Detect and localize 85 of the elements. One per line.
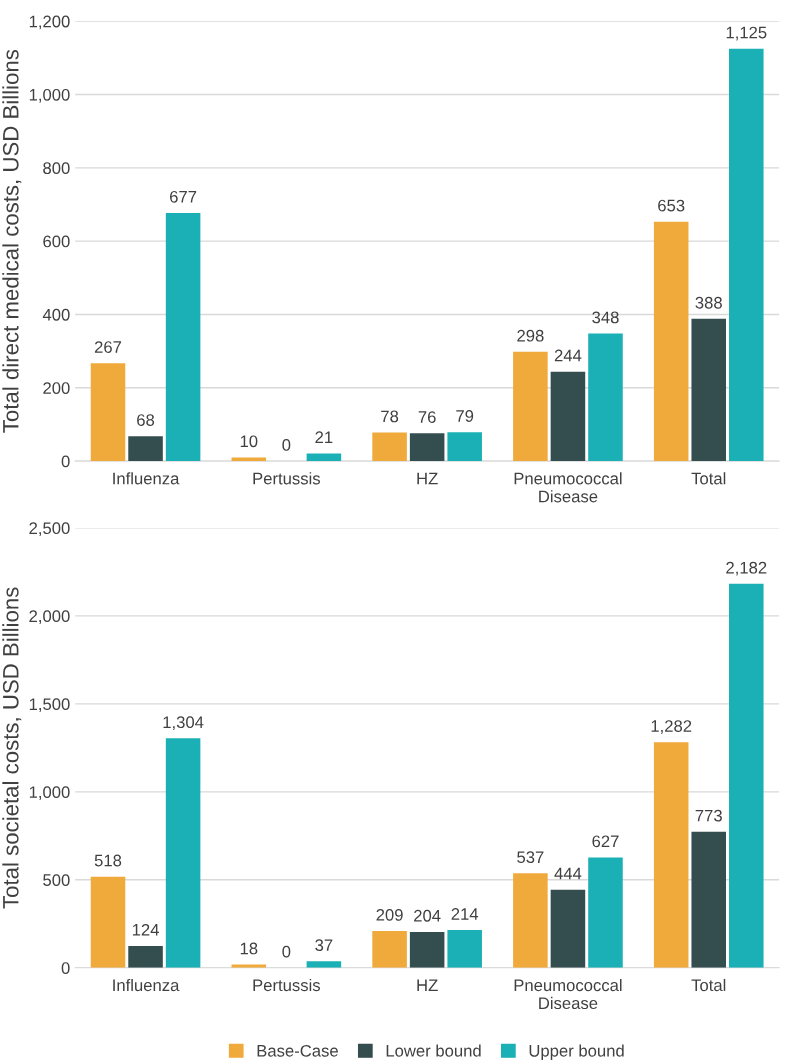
y-axis-title: Total direct medical costs, USD Billions [2, 49, 22, 433]
x-tick-label: Total [691, 978, 726, 992]
bar [409, 433, 445, 462]
data-label: 68 [137, 414, 155, 426]
bar [447, 432, 482, 462]
y-tick-label: 1,000 [29, 786, 70, 800]
data-label: 10 [240, 435, 258, 448]
data-label: 2,182 [726, 561, 767, 576]
data-label: 537 [517, 851, 544, 864]
y-tick-label: 200 [43, 382, 70, 394]
data-label: 627 [592, 835, 619, 848]
bar [90, 363, 126, 462]
bar [306, 453, 342, 462]
y-tick-label: 2,000 [29, 610, 70, 625]
bar [165, 738, 201, 968]
x-tick-label: Pertussis [253, 472, 321, 485]
bar [372, 432, 407, 462]
x-tick-label: Influenza [113, 472, 180, 485]
bar [729, 48, 764, 462]
data-label: 214 [451, 908, 479, 920]
x-tick-label: Pneumococcal Disease [514, 472, 622, 503]
legend-label: Upper bound [529, 1044, 624, 1060]
bar [729, 583, 764, 968]
data-label: 348 [592, 311, 619, 324]
x-tick-label: HZ [417, 979, 438, 991]
y-tick-label: 1,500 [29, 698, 70, 713]
bar [588, 857, 623, 968]
data-label: 677 [170, 190, 197, 203]
bar [550, 889, 586, 968]
data-label: 388 [695, 296, 722, 309]
x-tick-label: HZ [417, 472, 438, 485]
bar [231, 457, 267, 462]
legend-label: Base-Case [257, 1044, 338, 1057]
bar [691, 831, 727, 968]
legend-label: Lower bound [386, 1044, 481, 1057]
data-label: 209 [376, 908, 403, 921]
data-label: 653 [658, 199, 685, 212]
bar [447, 930, 482, 968]
bar [372, 931, 407, 968]
data-label: 0 [282, 439, 291, 451]
y-tick-label: 2,500 [29, 522, 70, 537]
data-label: 1,304 [163, 716, 204, 731]
data-label: 76 [418, 411, 436, 423]
y-tick-label: 800 [43, 162, 70, 175]
data-label: 773 [695, 809, 722, 822]
data-label: 18 [240, 942, 258, 955]
data-label: 267 [94, 341, 122, 353]
data-label: 244 [554, 349, 582, 362]
bar [128, 945, 163, 968]
bar [691, 318, 727, 462]
y-tick-label: 500 [43, 874, 70, 886]
data-label: 79 [456, 410, 474, 422]
x-tick-label: Pneumococcal Disease [514, 978, 622, 1010]
bar [409, 931, 445, 968]
bar [128, 436, 163, 462]
data-label: 1,125 [726, 26, 767, 41]
data-label: 204 [414, 909, 441, 922]
bar [513, 873, 548, 968]
bar [588, 333, 623, 462]
bar [653, 221, 689, 462]
y-tick-label: 0 [61, 455, 70, 468]
y-tick-label: 400 [42, 308, 70, 321]
data-label: 298 [517, 329, 544, 342]
data-label: 0 [282, 945, 291, 958]
y-tick-label: 0 [61, 962, 70, 974]
y-tick-label: 1,200 [29, 15, 70, 30]
y-tick-label: 600 [43, 235, 70, 248]
data-label: 37 [315, 939, 333, 952]
y-axis-title: Total societal costs, USD Billions [2, 587, 22, 909]
bar [550, 371, 586, 462]
bar [165, 212, 201, 462]
bar [513, 351, 548, 462]
bar [653, 742, 689, 968]
data-label: 78 [381, 410, 399, 423]
data-label: 444 [554, 867, 582, 880]
data-label: 1,282 [651, 720, 692, 734]
data-label: 518 [94, 854, 122, 867]
x-tick-label: Total [691, 472, 726, 485]
x-tick-label: Influenza [113, 978, 180, 992]
bar [90, 876, 126, 968]
y-tick-label: 1,000 [29, 88, 70, 103]
bar [306, 961, 342, 968]
x-tick-label: Pertussis [253, 978, 321, 992]
data-label: 124 [132, 923, 159, 936]
data-label: 21 [315, 431, 333, 443]
